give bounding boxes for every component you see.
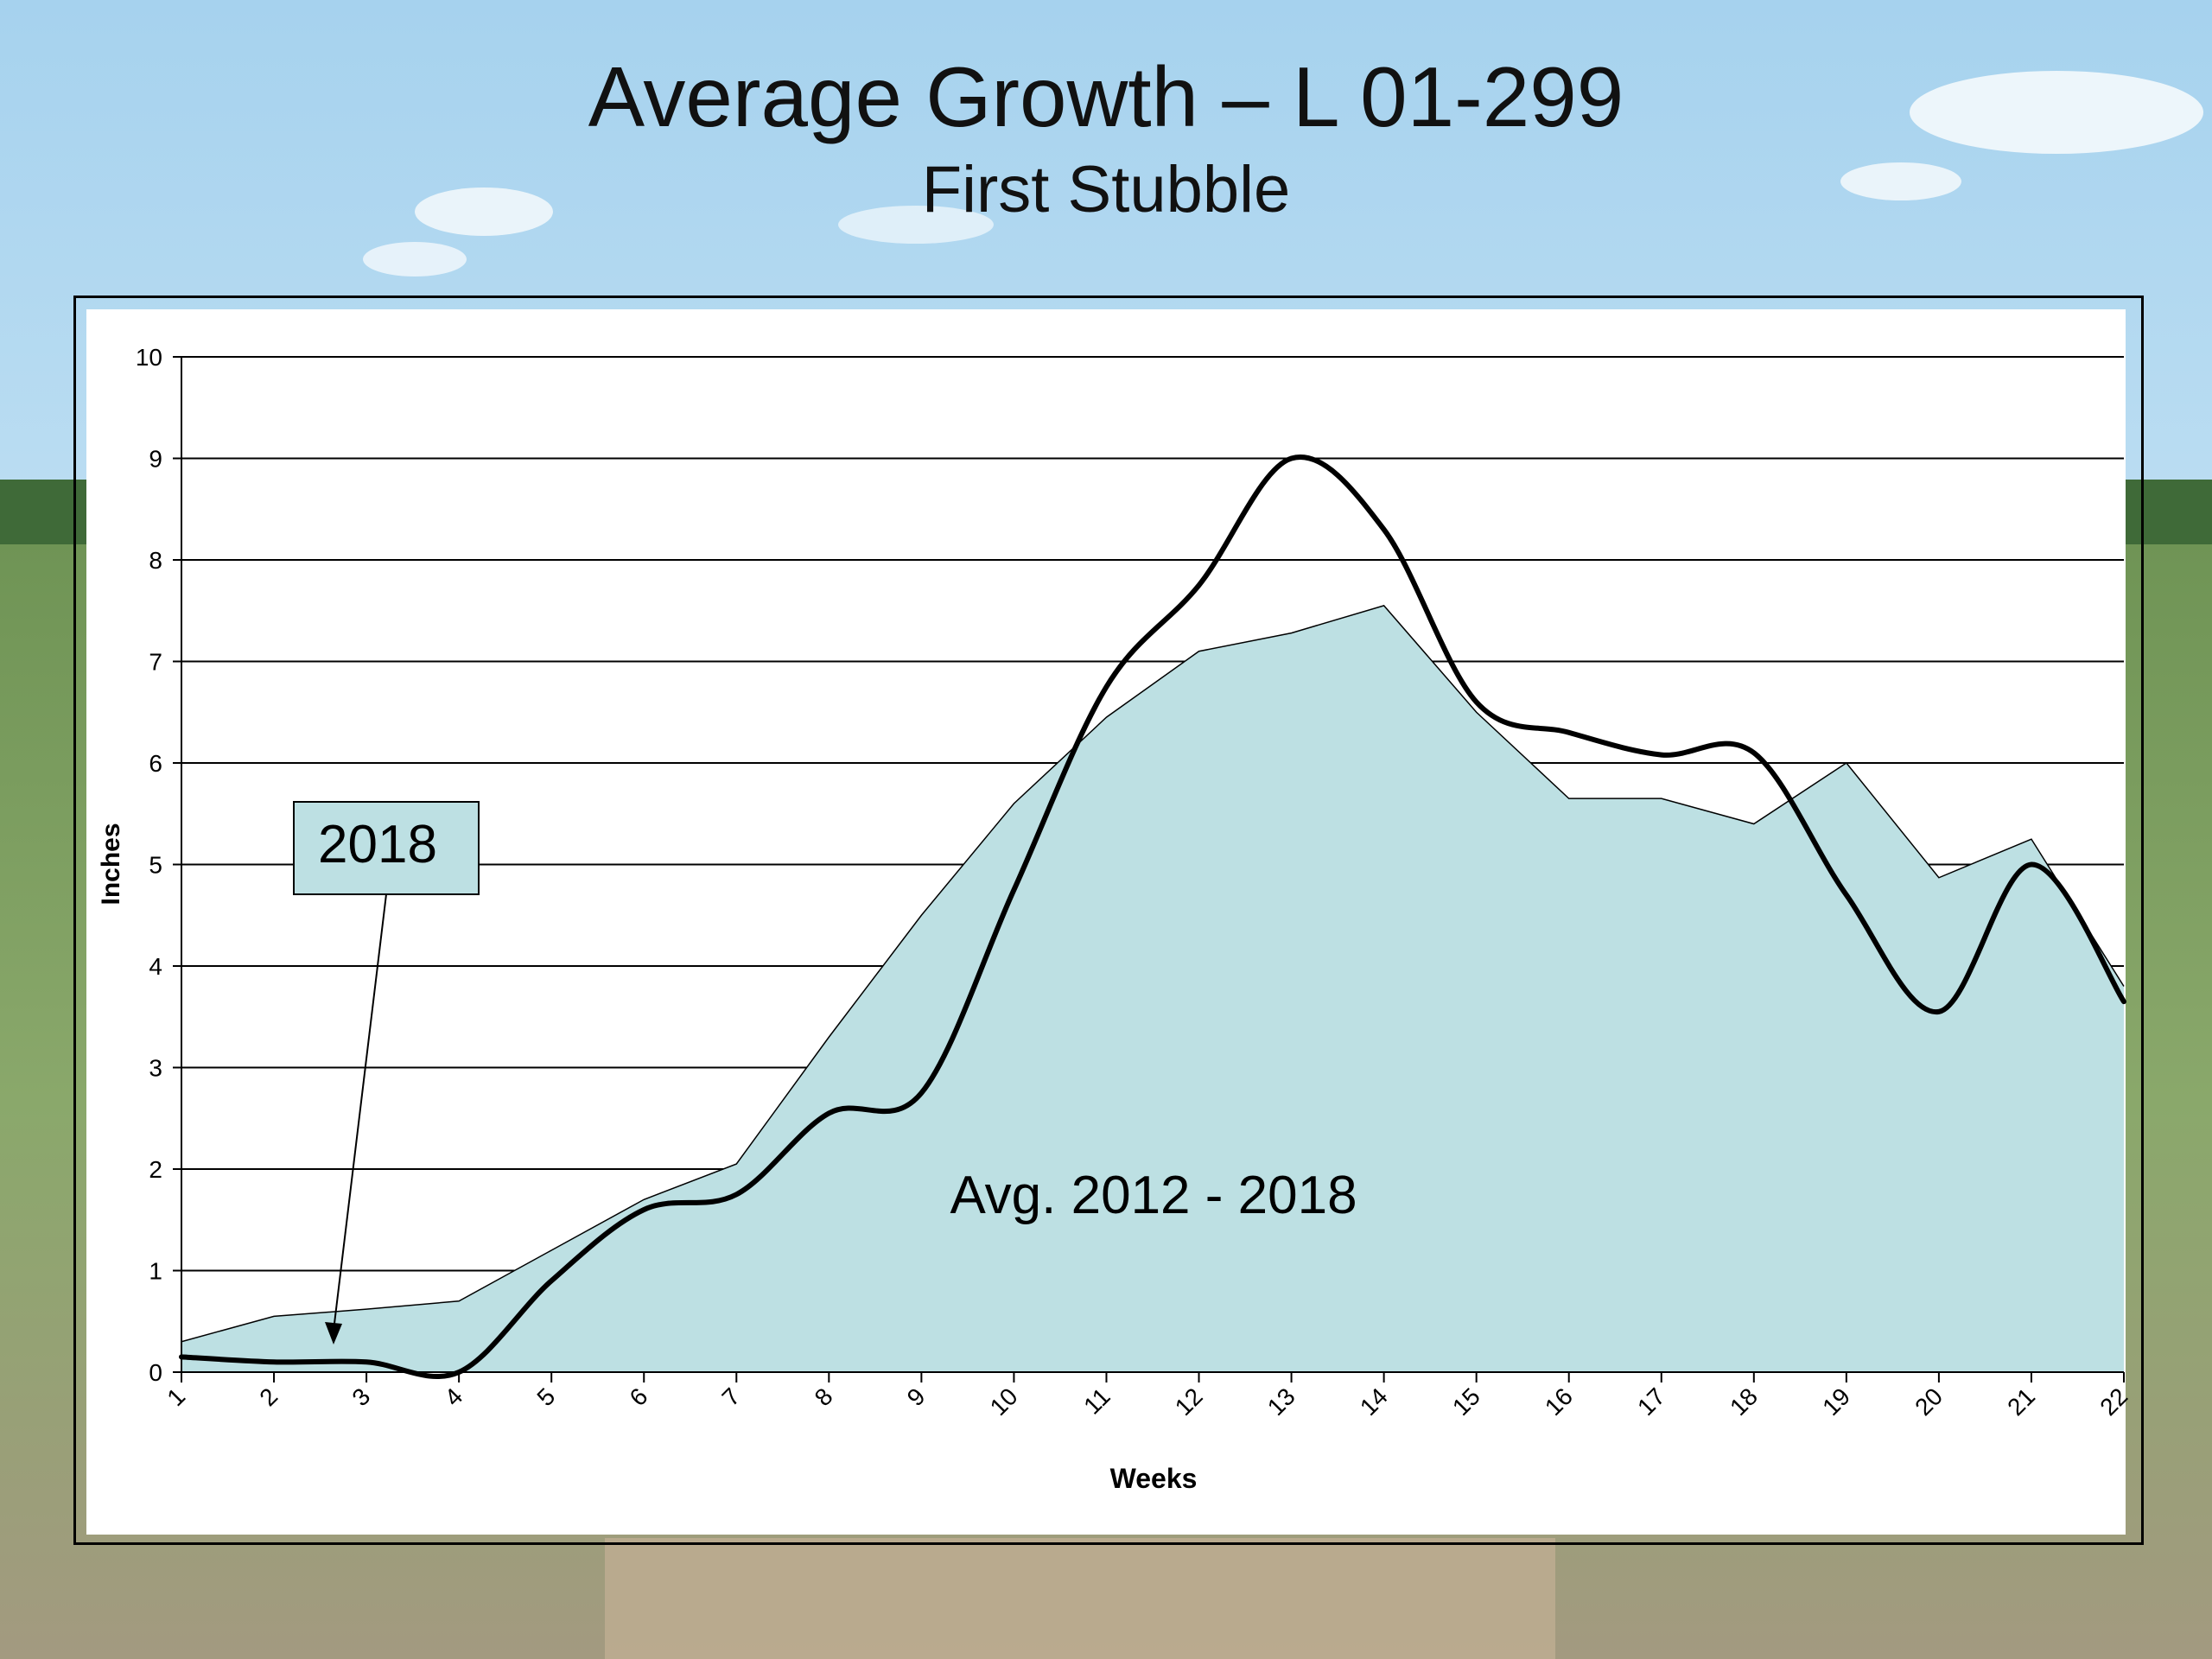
line-2018 (179, 454, 2126, 1379)
callout-arrowhead (325, 1322, 342, 1344)
y-tick-labels: 0 1 2 3 4 5 6 7 8 9 10 (136, 344, 181, 1386)
chart-frame (73, 296, 2144, 1545)
slide-subtitle: First Stubble (921, 153, 1291, 226)
area-label: Avg. 2012 - 2018 (950, 1166, 1357, 1225)
y-tick-label: 4 (149, 953, 162, 980)
avg-area-series (181, 605, 2125, 1372)
avg-area-fill (181, 605, 2124, 1372)
y-tick-label: 6 (149, 750, 162, 777)
callout-arrow-line (333, 893, 387, 1332)
y-tick-label: 2 (149, 1156, 162, 1183)
y-tick-label: 7 (149, 649, 162, 676)
callout-box (293, 801, 480, 895)
callout-2018: 2018 (293, 801, 480, 1344)
y-tick-label: 8 (149, 547, 162, 574)
y-tick-label: 0 (149, 1359, 162, 1386)
y-tick-label: 3 (149, 1055, 162, 1082)
y-tick-label: 10 (136, 344, 162, 371)
slide-title: Average Growth – L 01-299 (588, 49, 1624, 144)
y-tick-label: 1 (149, 1258, 162, 1285)
y-tick-label: 5 (149, 852, 162, 879)
avg-area-outline (181, 605, 2125, 1343)
y-axis-label: Inches (97, 823, 125, 905)
callout-label: 2018 (318, 815, 437, 874)
line-2018-series (179, 454, 2126, 1379)
y-tick-label: 9 (149, 446, 162, 473)
x-axis-label: Weeks (1110, 1463, 1198, 1494)
